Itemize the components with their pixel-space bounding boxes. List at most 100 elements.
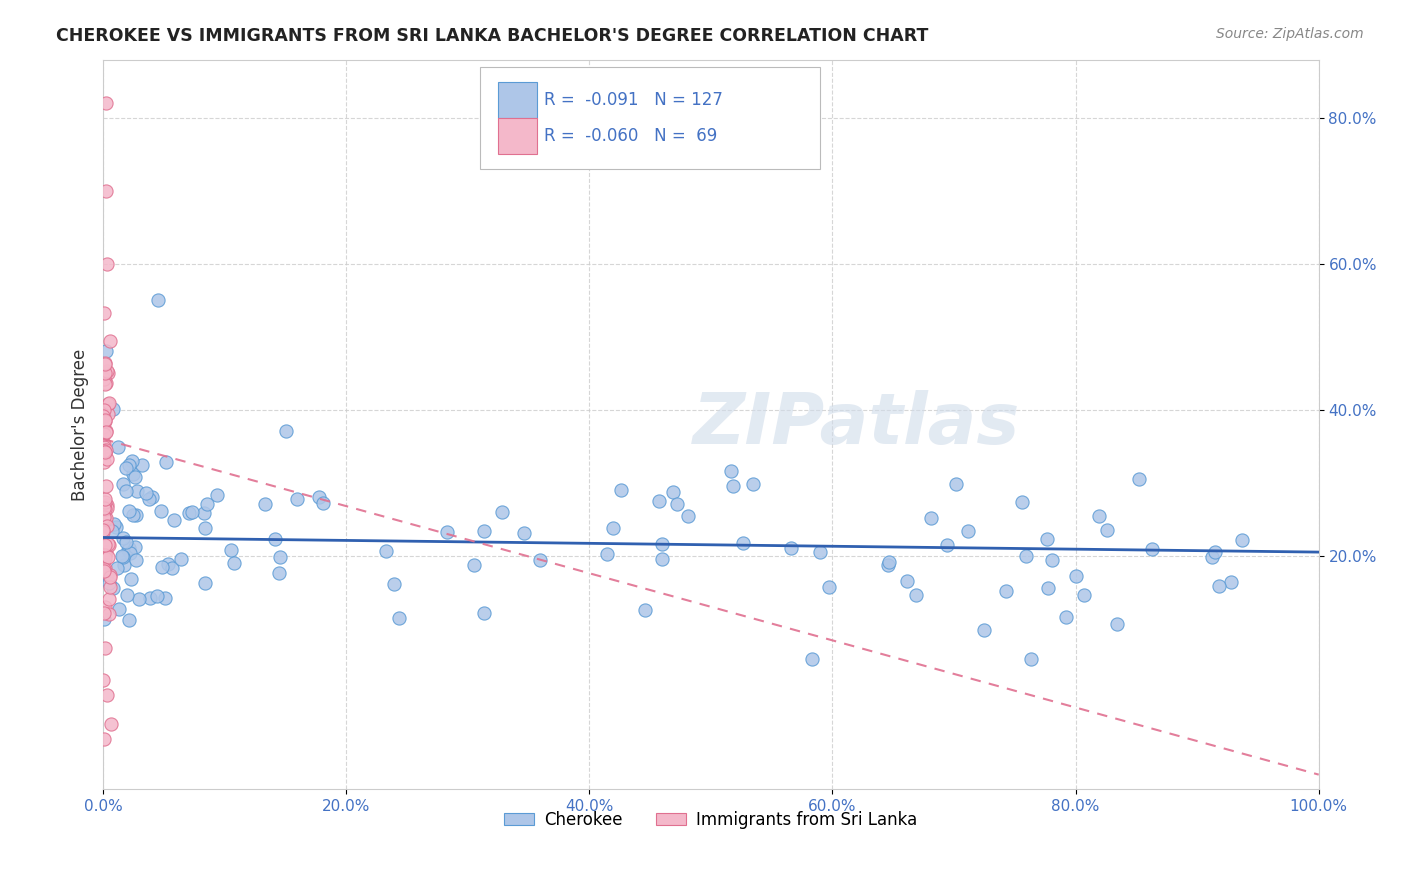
- Point: [93, 509, 115, 524]
- Point: [146, 293, 169, 308]
- Point: [156, 557, 179, 571]
- Point: [274, 424, 297, 438]
- Point: [93, 731, 115, 746]
- Point: [665, 497, 688, 511]
- Point: [94, 640, 117, 655]
- Point: [96, 498, 118, 512]
- Point: [114, 461, 136, 475]
- Point: [96, 479, 118, 493]
- Point: [1140, 542, 1163, 557]
- Y-axis label: Bachelor's Degree: Bachelor's Degree: [72, 348, 89, 500]
- Point: [93, 455, 115, 469]
- Point: [155, 591, 177, 606]
- Point: [96, 257, 118, 271]
- Point: [139, 591, 162, 605]
- Point: [94, 184, 117, 198]
- Point: [731, 535, 754, 549]
- Point: [146, 589, 169, 603]
- Point: [94, 96, 117, 111]
- Point: [780, 541, 803, 556]
- Point: [1128, 472, 1150, 486]
- Point: [107, 440, 129, 454]
- Point: [93, 673, 115, 688]
- Point: [94, 376, 117, 391]
- Point: [94, 445, 117, 459]
- Point: [118, 504, 141, 518]
- Point: [269, 549, 291, 564]
- Point: [163, 513, 186, 527]
- Point: [91, 420, 114, 434]
- Point: [94, 512, 117, 526]
- Point: [877, 555, 900, 569]
- Text: ZIPatlas: ZIPatlas: [693, 390, 1021, 458]
- Point: [1073, 588, 1095, 602]
- Point: [194, 521, 217, 535]
- Point: [94, 549, 117, 563]
- Point: [1040, 553, 1063, 567]
- Point: [651, 537, 673, 551]
- Point: [124, 541, 146, 555]
- Point: [254, 497, 277, 511]
- Point: [1036, 581, 1059, 595]
- Point: [197, 497, 219, 511]
- Point: [96, 500, 118, 515]
- Point: [808, 545, 831, 559]
- Point: [125, 508, 148, 523]
- Point: [602, 521, 624, 535]
- Point: [118, 541, 141, 555]
- Point: [1011, 494, 1033, 508]
- Point: [96, 344, 118, 359]
- Point: [491, 505, 513, 519]
- Point: [1219, 575, 1241, 590]
- Text: R =  -0.091   N = 127: R = -0.091 N = 127: [544, 91, 723, 109]
- Point: [610, 483, 633, 498]
- Point: [94, 443, 117, 458]
- Point: [97, 395, 120, 409]
- Point: [125, 553, 148, 567]
- Text: Source: ZipAtlas.com: Source: ZipAtlas.com: [1216, 27, 1364, 41]
- Point: [121, 467, 143, 481]
- Point: [1095, 524, 1118, 538]
- Point: [117, 543, 139, 558]
- Point: [94, 538, 117, 552]
- Point: [94, 495, 117, 509]
- Point: [741, 477, 763, 491]
- Point: [94, 501, 117, 516]
- Point: [382, 577, 405, 591]
- Point: [634, 603, 657, 617]
- FancyBboxPatch shape: [498, 119, 537, 154]
- Point: [118, 613, 141, 627]
- Point: [91, 524, 114, 539]
- Point: [194, 576, 217, 591]
- Point: [96, 519, 118, 533]
- Point: [1064, 568, 1087, 582]
- Point: [111, 477, 134, 491]
- Point: [115, 535, 138, 549]
- Point: [101, 401, 124, 416]
- Point: [150, 560, 173, 574]
- Point: [100, 524, 122, 539]
- Point: [162, 560, 184, 574]
- Point: [93, 564, 115, 578]
- Point: [177, 506, 200, 520]
- Point: [436, 525, 458, 540]
- Point: [1054, 610, 1077, 624]
- Point: [678, 508, 700, 523]
- Point: [98, 567, 121, 582]
- Point: [1019, 652, 1042, 666]
- Point: [96, 688, 118, 702]
- FancyBboxPatch shape: [479, 67, 820, 169]
- Point: [180, 505, 202, 519]
- Point: [96, 376, 118, 390]
- Point: [94, 357, 117, 371]
- Point: [98, 538, 121, 552]
- Point: [651, 552, 673, 566]
- Point: [1208, 579, 1230, 593]
- Point: [94, 491, 117, 506]
- Point: [118, 458, 141, 472]
- Point: [118, 546, 141, 560]
- Point: [135, 486, 157, 500]
- Point: [94, 539, 117, 553]
- Point: [103, 581, 125, 595]
- Point: [662, 485, 685, 500]
